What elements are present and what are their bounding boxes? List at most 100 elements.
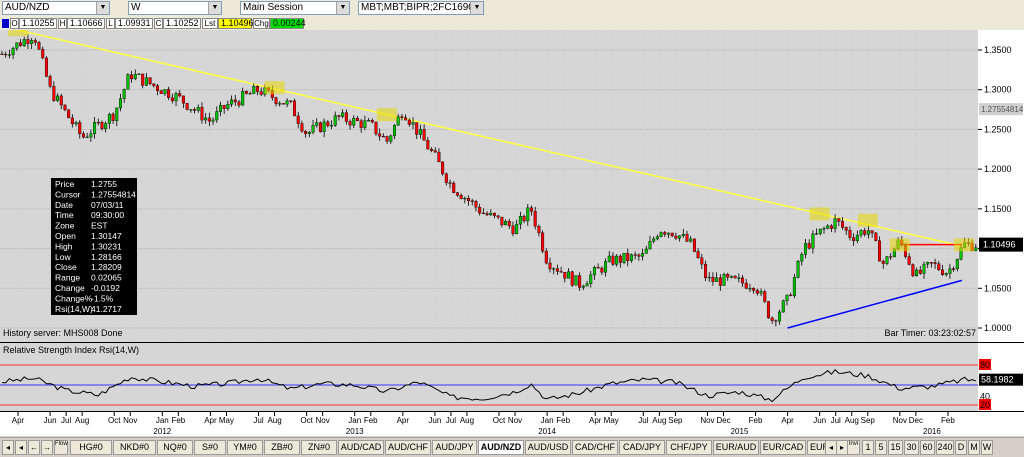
chevron-down-icon[interactable]: ▼	[470, 2, 483, 14]
candle-body	[111, 113, 115, 121]
candle-body	[863, 230, 867, 235]
symbol-tab[interactable]: HG#0	[70, 440, 112, 455]
symbol-tab[interactable]: EUR/AUD	[713, 440, 759, 455]
candle-body	[659, 232, 663, 237]
symbol-tab[interactable]: AUD/NZD	[478, 440, 524, 455]
candle-body	[326, 121, 330, 126]
symbol-tab[interactable]: NQ#0	[157, 440, 193, 455]
candle-body	[918, 269, 922, 274]
symbol-tab[interactable]: AUD/USD	[525, 440, 571, 455]
candle-body	[763, 291, 767, 302]
interval-button[interactable]: M	[968, 440, 980, 455]
info-key: Zone	[55, 221, 75, 231]
interval-button[interactable]: 5	[875, 440, 887, 455]
studies-select[interactable]: MBT;MBT;BIPR;2FC16900 ▼	[358, 1, 484, 15]
chevron-down-icon[interactable]: ▼	[208, 2, 221, 14]
candle-body	[448, 182, 452, 184]
trendline-resistance[interactable]	[17, 29, 963, 247]
info-value: 1.28166	[91, 252, 122, 262]
info-key: Open	[55, 231, 76, 241]
symbol-tab[interactable]: NKD#0	[113, 440, 156, 455]
candle-body	[829, 225, 833, 229]
candle-body	[878, 240, 882, 262]
chevron-down-icon[interactable]: ▼	[336, 2, 349, 14]
month-label: Apr	[12, 416, 25, 425]
interval-button[interactable]: 15	[888, 440, 903, 455]
candle-body	[555, 268, 559, 272]
candle-body	[685, 234, 689, 242]
candle-body	[589, 274, 593, 284]
candle-body	[374, 121, 378, 135]
intervals-next-button[interactable]: ▸	[836, 440, 848, 455]
symbol-tab[interactable]: AUD/JPY	[432, 440, 477, 455]
candle-body	[56, 95, 60, 101]
candle-body	[133, 74, 137, 80]
symbol-value: AUD/NZD	[5, 2, 50, 13]
info-value: EST	[91, 221, 108, 231]
interval-button[interactable]: 30	[904, 440, 919, 455]
interval-button[interactable]: W	[981, 440, 993, 455]
month-label: Oct	[108, 416, 121, 425]
month-label: Aug	[652, 416, 666, 425]
candle-body	[641, 253, 645, 257]
candle-body	[700, 257, 704, 265]
quote-change-value: 0.00244	[270, 18, 306, 29]
invis-toggle[interactable]: Invi	[847, 440, 860, 455]
trendline-support[interactable]	[787, 279, 963, 329]
chart-area: 1.35001.30001.25001.20001.15001.10001.05…	[0, 23, 1024, 436]
candle-body	[752, 288, 756, 291]
symbol-select[interactable]: AUD/NZD ▼	[2, 1, 110, 15]
candle-body	[663, 232, 667, 235]
tabs-back-button[interactable]: ←	[28, 440, 40, 455]
symbol-tab[interactable]: EUR/CAD	[760, 440, 806, 455]
interval-button[interactable]: D	[955, 440, 967, 455]
symbol-tab[interactable]: CAD/CHF	[572, 440, 618, 455]
candle-body	[518, 215, 522, 225]
candle-body	[193, 109, 197, 111]
candle-body	[426, 140, 430, 150]
candle-body	[926, 262, 930, 265]
candle-body	[548, 262, 552, 270]
tabs-first-button[interactable]: ◂	[2, 440, 14, 455]
chart-svg[interactable]: 1.35001.30001.25001.20001.15001.10001.05…	[0, 23, 1024, 436]
session-select[interactable]: Main Session ▼	[240, 1, 350, 15]
candle-body	[63, 104, 67, 111]
quote-strip: O 1.10255 H 1.10666 L 1.09931 C 1.10252 …	[0, 17, 1024, 30]
interval-button[interactable]: 60	[920, 440, 935, 455]
symbol-tab[interactable]: ZB#0	[264, 440, 300, 455]
month-label: Feb	[749, 416, 763, 425]
candle-body	[541, 232, 545, 252]
month-label: Nov	[508, 416, 522, 425]
candle-body	[178, 93, 182, 97]
candle-body	[7, 54, 11, 56]
tabs-prev-button[interactable]: ◂	[15, 440, 27, 455]
candle-body	[359, 120, 363, 128]
candle-body	[604, 261, 608, 273]
candle-body	[385, 136, 389, 142]
symbol-tab[interactable]: AUD/CAD	[338, 440, 384, 455]
candle-body	[156, 85, 160, 91]
month-label: Feb	[364, 416, 378, 425]
candle-body	[522, 215, 526, 222]
interval-select[interactable]: W ▼	[128, 1, 222, 15]
year-label: 2016	[923, 427, 941, 436]
prev-icon: ◂	[828, 443, 833, 452]
rsi-tick-label: 40	[980, 392, 990, 402]
interval-button[interactable]: 240	[936, 440, 954, 455]
candle-body	[822, 228, 826, 230]
interval-button[interactable]: 1	[862, 440, 874, 455]
symbol-tab[interactable]: CAD/JPY	[619, 440, 665, 455]
symbol-tab[interactable]: AUD/CHF	[385, 440, 431, 455]
candle-body	[148, 77, 152, 84]
tabs-forward-button[interactable]: →	[41, 440, 53, 455]
flow-toggle[interactable]: Flow	[54, 440, 68, 455]
candle-body	[881, 260, 885, 264]
symbol-tab[interactable]: CHF/JPY	[666, 440, 712, 455]
chevron-down-icon[interactable]: ▼	[96, 2, 109, 14]
symbol-tab[interactable]: YM#0	[227, 440, 263, 455]
candle-body	[226, 104, 230, 109]
candle-body	[4, 53, 8, 56]
price-tick-label: 1.0000	[984, 323, 1012, 333]
symbol-tab[interactable]: S#0	[194, 440, 226, 455]
symbol-tab[interactable]: ZN#0	[301, 440, 337, 455]
